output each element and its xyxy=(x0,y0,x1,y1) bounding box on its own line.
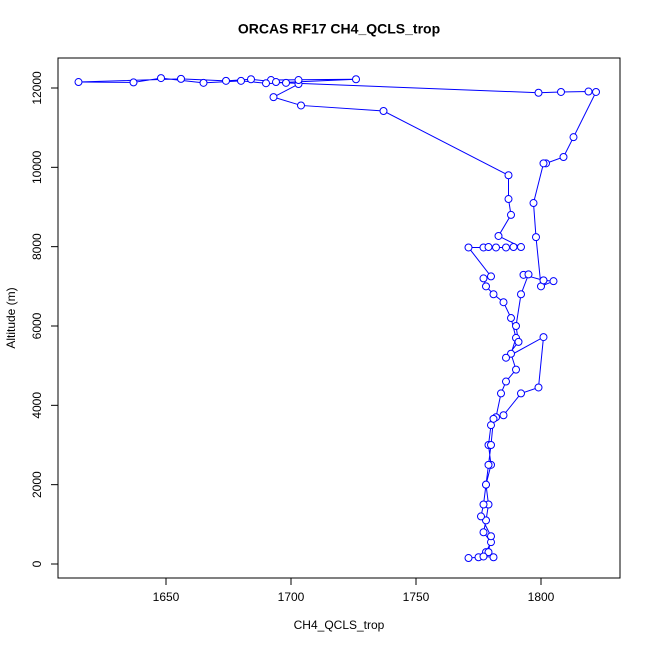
data-point xyxy=(539,333,548,342)
data-point xyxy=(497,389,505,398)
data-point xyxy=(502,353,510,362)
data-point xyxy=(272,78,280,87)
data-point xyxy=(477,512,485,521)
data-point xyxy=(487,532,495,541)
data-point xyxy=(479,500,488,509)
data-point xyxy=(489,290,498,299)
data-point xyxy=(584,87,593,96)
y-tick-label: 2000 xyxy=(30,471,44,498)
data-point xyxy=(502,243,510,252)
data-point xyxy=(479,552,488,561)
data-point xyxy=(237,76,245,85)
data-point xyxy=(74,78,83,87)
x-tick-label: 1650 xyxy=(153,590,180,604)
data-point xyxy=(517,389,525,398)
x-tick-label: 1800 xyxy=(528,590,555,604)
data-point xyxy=(509,243,518,252)
data-point xyxy=(464,243,473,252)
data-point xyxy=(157,74,165,83)
data-point xyxy=(524,270,533,279)
data-point xyxy=(559,153,568,162)
data-point xyxy=(494,231,503,240)
data-point xyxy=(507,314,515,323)
x-axis-label: CH4_QCLS_trop xyxy=(294,618,385,632)
data-point xyxy=(489,553,498,562)
plot-frame xyxy=(57,57,621,579)
data-point xyxy=(517,243,525,252)
data-point xyxy=(484,548,493,557)
data-point xyxy=(379,106,388,115)
data-point xyxy=(482,480,490,489)
y-tick-label: 8000 xyxy=(30,233,44,260)
data-point xyxy=(517,290,525,299)
y-tick-label: 0 xyxy=(30,560,44,567)
data-point xyxy=(504,195,513,204)
data-point xyxy=(352,75,360,84)
data-point xyxy=(512,365,520,374)
data-point xyxy=(532,233,540,242)
data-point xyxy=(479,274,488,283)
data-point xyxy=(269,93,278,102)
data-point xyxy=(504,171,513,180)
data-point xyxy=(282,78,290,87)
data-point xyxy=(499,411,508,420)
data-point xyxy=(484,243,493,252)
data-point xyxy=(534,88,543,97)
data-point xyxy=(539,159,548,168)
data-point xyxy=(247,75,255,84)
x-tick-label: 1750 xyxy=(403,590,430,604)
data-point xyxy=(484,460,493,469)
x-tick-label: 1700 xyxy=(278,590,305,604)
data-point xyxy=(534,383,543,392)
data-point xyxy=(549,277,558,286)
data-point xyxy=(487,272,495,281)
y-axis-label: Altitude (m) xyxy=(4,287,18,348)
data-point xyxy=(499,298,508,307)
y-tick-label: 6000 xyxy=(30,312,44,339)
data-point xyxy=(514,337,523,346)
data-point xyxy=(592,87,600,96)
data-point xyxy=(479,528,488,537)
data-point xyxy=(502,377,510,386)
y-tick-label: 12000 xyxy=(30,71,44,105)
data-point xyxy=(262,79,270,88)
data-point xyxy=(222,76,230,85)
data-point xyxy=(539,276,548,285)
data-point xyxy=(492,243,500,252)
data-point xyxy=(482,282,490,291)
data-point xyxy=(569,133,578,142)
data-point xyxy=(512,321,520,330)
y-tick-label: 4000 xyxy=(30,392,44,419)
y-tick-label: 10000 xyxy=(30,150,44,184)
data-point xyxy=(129,78,138,87)
data-point xyxy=(557,87,565,96)
data-point xyxy=(464,554,473,563)
chart-title: ORCAS RF17 CH4_QCLS_trop xyxy=(238,21,440,37)
data-point xyxy=(294,76,303,85)
data-point xyxy=(177,74,185,83)
data-point xyxy=(297,101,305,110)
data-point xyxy=(199,78,208,87)
data-point xyxy=(507,210,515,219)
data-point xyxy=(529,199,538,208)
data-point xyxy=(487,440,495,449)
data-point xyxy=(489,414,498,423)
